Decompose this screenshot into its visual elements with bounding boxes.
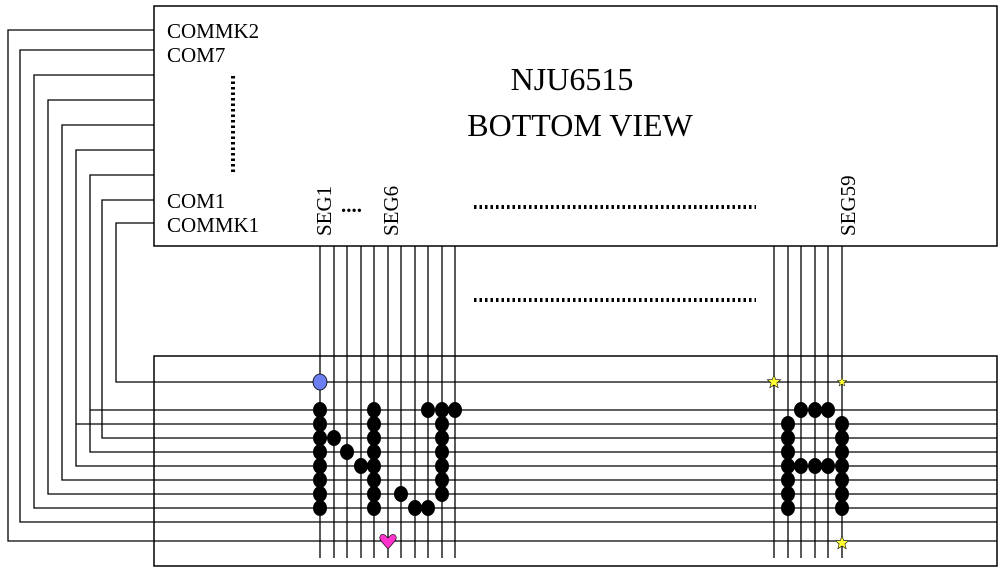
lit-pixel-9 (340, 444, 354, 460)
lit-pixel-50 (821, 458, 835, 474)
lit-pixel-11 (367, 402, 381, 418)
com-label-commk2: COMMK2 (167, 19, 259, 43)
com-route-5 (75, 149, 154, 467)
lit-pixel-21 (448, 402, 462, 418)
lit-pixel-29 (408, 500, 422, 516)
seg-label-seg59: SEG59 (836, 175, 860, 236)
com-route-8 (115, 222, 154, 383)
lit-pixel-6 (313, 486, 327, 502)
lit-pixel-35 (781, 430, 795, 446)
seg-label-dots: .... (341, 193, 362, 217)
lit-pixel-14 (367, 444, 381, 460)
lit-pixel-23 (435, 430, 449, 446)
marker-star-right (836, 376, 848, 387)
com-route-2 (33, 74, 154, 509)
lit-pixel-15 (367, 458, 381, 474)
lit-pixel-42 (835, 430, 849, 446)
lit-pixel-34 (781, 416, 795, 432)
lit-pixel-27 (435, 486, 449, 502)
lit-pixel-19 (421, 402, 435, 418)
markers (312, 373, 850, 550)
com-route-4 (61, 124, 154, 481)
lit-pixel-30 (394, 486, 408, 502)
com-route-3 (47, 99, 154, 495)
lit-pixel-1 (313, 416, 327, 432)
lit-pixel-25 (435, 458, 449, 474)
com-route-1 (19, 49, 154, 523)
seg-label-seg6: SEG6 (379, 186, 403, 236)
lit-pixel-18 (367, 500, 381, 516)
lit-pixel-33 (821, 402, 835, 418)
lit-pixel-45 (835, 472, 849, 488)
marker-star-bottom (834, 535, 850, 550)
chip-subtitle: BOTTOM VIEW (467, 107, 693, 143)
com-label-com7: COM7 (167, 43, 225, 67)
lit-pixels (313, 402, 849, 516)
lit-pixel-44 (835, 458, 849, 474)
lit-pixel-47 (835, 500, 849, 516)
marker-heart (379, 534, 397, 550)
lit-pixel-8 (327, 430, 341, 446)
lit-pixel-16 (367, 472, 381, 488)
com-route-0 (7, 29, 154, 542)
lit-pixel-38 (781, 472, 795, 488)
lcd-panel (153, 355, 998, 567)
lit-pixel-10 (354, 458, 368, 474)
lit-pixel-43 (835, 444, 849, 460)
lit-pixel-20 (435, 402, 449, 418)
lit-pixel-5 (313, 472, 327, 488)
lit-pixel-41 (835, 416, 849, 432)
lit-pixel-48 (794, 458, 808, 474)
com-route-6 (89, 174, 154, 453)
lit-pixel-40 (781, 500, 795, 516)
com-label-com1: COM1 (167, 189, 225, 213)
marker-circle (312, 373, 328, 391)
com-route-7 (101, 199, 154, 439)
lit-pixel-22 (435, 416, 449, 432)
lit-pixel-28 (421, 500, 435, 516)
lit-pixel-3 (313, 444, 327, 460)
lit-pixel-24 (435, 444, 449, 460)
com-label-commk1: COMMK1 (167, 213, 259, 237)
lit-pixel-32 (808, 402, 822, 418)
lit-pixel-12 (367, 416, 381, 432)
lit-pixel-0 (313, 402, 327, 418)
lit-pixel-26 (435, 472, 449, 488)
wiring (7, 29, 997, 558)
chip-title: NJU6515 (511, 61, 634, 97)
lit-pixel-2 (313, 430, 327, 446)
lit-pixel-31 (794, 402, 808, 418)
marker-star-left (766, 374, 782, 389)
lit-pixel-39 (781, 486, 795, 502)
lit-pixel-36 (781, 444, 795, 460)
seg-label-seg1: SEG1 (312, 186, 336, 236)
lit-pixel-17 (367, 486, 381, 502)
lit-pixel-13 (367, 430, 381, 446)
lit-pixel-46 (835, 486, 849, 502)
lit-pixel-4 (313, 458, 327, 474)
lit-pixel-37 (781, 458, 795, 474)
lit-pixel-7 (313, 500, 327, 516)
lit-pixel-49 (808, 458, 822, 474)
